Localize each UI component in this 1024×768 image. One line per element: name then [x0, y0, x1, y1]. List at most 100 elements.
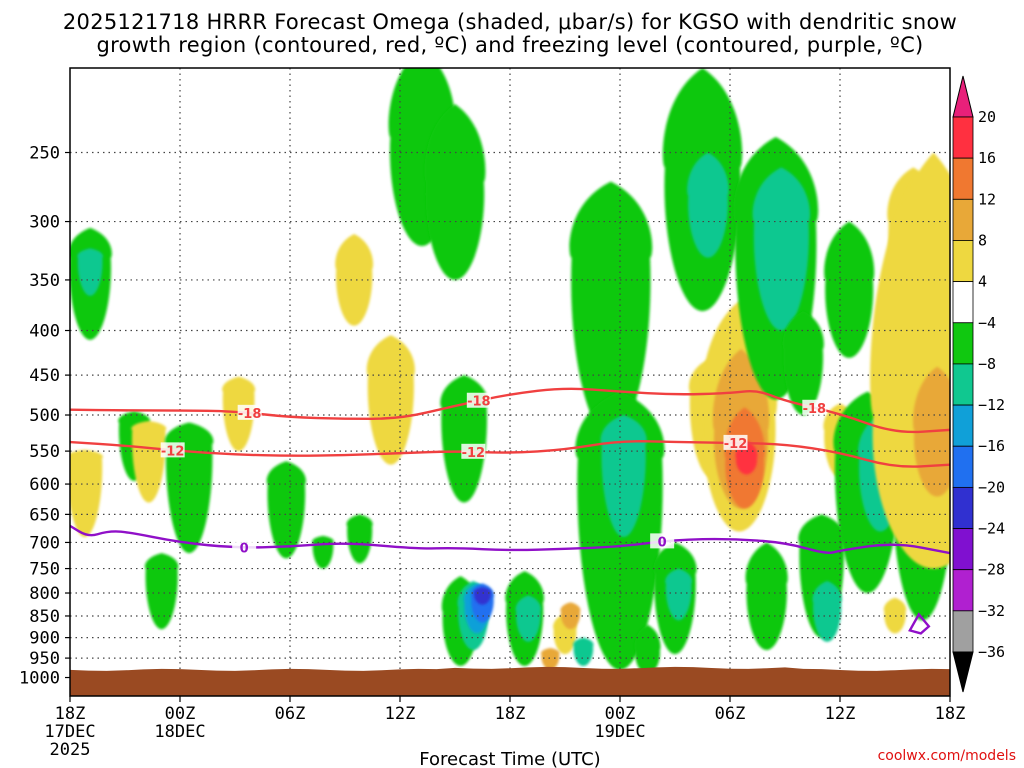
contour-label: -18 — [803, 402, 827, 417]
colorbar-label: −16 — [978, 437, 1005, 455]
colorbar-label: −8 — [978, 355, 996, 373]
omega-blob — [812, 580, 842, 642]
colorbar-bin — [952, 116, 974, 159]
x-tick-label: 06Z — [275, 704, 306, 724]
contour-label-bg — [723, 434, 748, 450]
omega-shading — [70, 68, 950, 674]
y-tick-label: 550 — [29, 442, 60, 462]
colorbar-bin — [952, 610, 974, 653]
colorbar-bin — [952, 569, 974, 612]
y-tick-label: 800 — [29, 584, 60, 604]
y-axis: 2503003504004505005506006507007508008509… — [19, 144, 70, 689]
omega-blob — [424, 104, 486, 280]
colorbar-label: −32 — [978, 602, 1005, 620]
x-tick-label: 06Z — [715, 704, 746, 724]
contour-label-bg — [160, 442, 185, 458]
y-tick-label: 250 — [29, 144, 60, 164]
omega-blob — [473, 587, 492, 605]
colorbar-label: −12 — [978, 396, 1005, 414]
closed-freezing-contour — [908, 612, 931, 635]
omega-blob — [745, 542, 788, 651]
colorbar-bin — [952, 281, 974, 324]
ground-terrain — [70, 666, 950, 696]
grid-lines — [70, 68, 950, 696]
colorbar-label: −36 — [978, 643, 1005, 661]
omega-blob — [634, 624, 661, 674]
contour-label: -18 — [238, 407, 262, 422]
contour-label: 0 — [658, 535, 667, 550]
colorbar-bin — [952, 198, 974, 241]
omega-blob — [335, 233, 374, 326]
x-tick-label: 12Z — [825, 704, 856, 724]
contour-label: -12 — [462, 446, 486, 461]
x-tick-label: 17DEC — [44, 722, 95, 742]
x-tick-label: 18DEC — [154, 722, 205, 742]
contour-line — [70, 387, 950, 434]
y-tick-label: 950 — [29, 649, 60, 669]
omega-blob — [70, 449, 103, 537]
colorbar-bin — [952, 528, 974, 571]
omega-blob — [573, 637, 594, 666]
colorbar-label: −24 — [978, 520, 1005, 538]
y-tick-label: 600 — [29, 475, 60, 495]
colorbar-label: 16 — [978, 149, 996, 167]
y-tick-label: 300 — [29, 213, 60, 233]
y-tick-label: 900 — [29, 629, 60, 649]
colorbar-bin — [952, 445, 974, 488]
x-axis-title: Forecast Time (UTC) — [419, 749, 600, 768]
colorbar-top-cap — [952, 75, 974, 118]
y-tick-label: 1000 — [19, 669, 60, 689]
x-tick-label: 18Z — [55, 704, 86, 724]
colorbar-label: −28 — [978, 561, 1005, 579]
contour-line — [70, 524, 950, 555]
omega-blob — [687, 152, 729, 258]
x-tick-label: 12Z — [385, 704, 416, 724]
contour-label-bg — [466, 392, 491, 408]
contour-label: -18 — [467, 395, 491, 410]
x-tick-label: 00Z — [165, 704, 196, 724]
y-tick-label: 650 — [29, 505, 60, 525]
y-tick-label: 350 — [29, 271, 60, 291]
y-tick-label: 750 — [29, 560, 60, 580]
omega-blob — [144, 553, 179, 630]
x-tick-label: 18Z — [495, 704, 526, 724]
contour-label-bg — [802, 399, 827, 415]
y-tick-label: 850 — [29, 607, 60, 627]
x-tick-label: 2025 — [50, 740, 91, 760]
omega-blob — [131, 421, 167, 503]
colorbar-bin — [952, 486, 974, 529]
omega-blob — [346, 514, 373, 564]
contour-label: 0 — [240, 542, 249, 557]
omega-blob — [540, 647, 560, 670]
contour-label-bg — [650, 533, 675, 549]
y-tick-label: 450 — [29, 366, 60, 386]
omega-blob — [824, 221, 875, 358]
x-tick-label: 00Z — [605, 704, 636, 724]
colorbar-label: −20 — [978, 478, 1005, 496]
temperature-contours: -18 -18 -18 -12 -12 -12 0 0 — [70, 387, 950, 635]
x-tick-label: 19DEC — [594, 722, 645, 742]
colorbar-label: 20 — [978, 108, 996, 126]
plot-area: -18 -18 -18 -12 -12 -12 0 0 — [69, 67, 951, 697]
colorbar-bin — [952, 322, 974, 365]
omega-blob — [77, 248, 104, 296]
contour-label: -12 — [724, 437, 748, 452]
omega-blob — [600, 415, 647, 537]
source-credit[interactable]: coolwx.com/models — [878, 748, 1016, 764]
terrain-layer — [70, 666, 950, 696]
y-tick-label: 500 — [29, 406, 60, 426]
contour-label-bg — [232, 539, 257, 555]
x-tick-label: 18Z — [935, 704, 966, 724]
contour-label: -12 — [161, 444, 185, 459]
y-tick-label: 700 — [29, 533, 60, 553]
omega-blob — [665, 568, 693, 621]
colorbar-label: 4 — [978, 273, 987, 291]
contour-label-bg — [461, 443, 486, 459]
omega-blob — [366, 335, 415, 465]
omega-blob — [569, 181, 653, 438]
y-tick-label: 400 — [29, 322, 60, 342]
omega-blob — [752, 167, 811, 331]
chart-title-line-1: 2025121718 HRRR Forecast Omega (shaded, … — [63, 10, 957, 34]
colorbar-bin — [952, 157, 974, 200]
